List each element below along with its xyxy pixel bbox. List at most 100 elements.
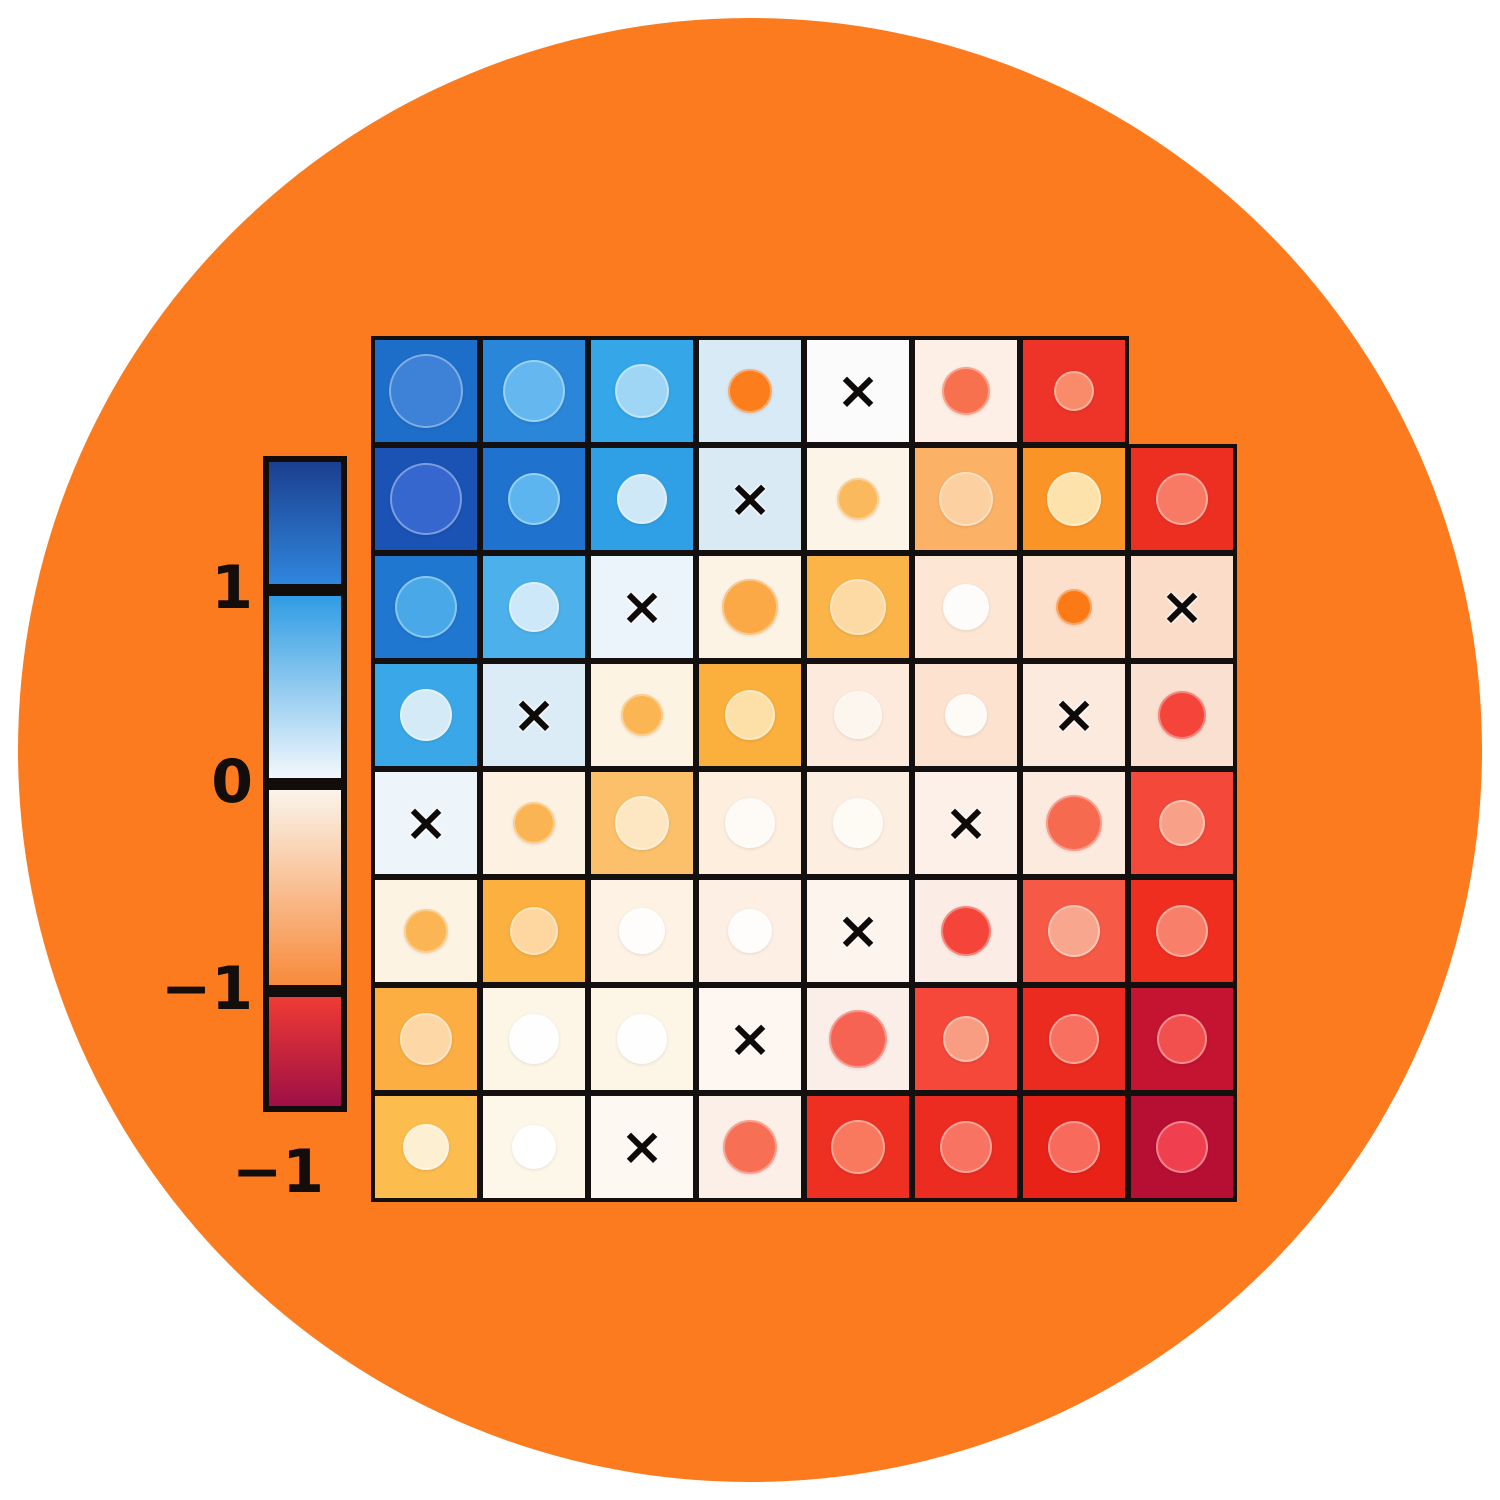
heatmap-cell-r3-c5[interactable] — [803, 552, 913, 662]
heatmap-cell-r1-c2[interactable] — [479, 336, 589, 446]
heatmap-cell-r5-c1[interactable]: × — [371, 768, 481, 878]
cell-value-dot — [510, 907, 558, 955]
heatmap-cell-r5-c5[interactable] — [803, 768, 913, 878]
heatmap-cell-r5-c8[interactable] — [1127, 768, 1237, 878]
cell-value-dot — [943, 584, 989, 630]
heatmap-cell-r8-c4[interactable] — [695, 1092, 805, 1202]
heatmap-cell-r1-c3[interactable] — [587, 336, 697, 446]
cell-value-dot — [513, 802, 555, 844]
heatmap-cell-r7-c3[interactable] — [587, 984, 697, 1094]
heatmap-cell-r1-c4[interactable] — [695, 336, 805, 446]
heatmap-cell-r2-c1[interactable] — [371, 444, 481, 554]
heatmap-cell-r5-c2[interactable] — [479, 768, 589, 878]
heatmap-cell-r3-c8[interactable]: × — [1127, 552, 1237, 662]
colorbar-segment-1 — [263, 456, 347, 591]
heatmap-cell-r4-c8[interactable] — [1127, 660, 1237, 770]
heatmap-cell-r8-c3[interactable]: × — [587, 1092, 697, 1202]
cell-value-dot — [829, 1010, 887, 1068]
masked-cell-x-icon: × — [836, 901, 880, 961]
heatmap-cell-r8-c8[interactable] — [1127, 1092, 1237, 1202]
colorbar — [263, 456, 347, 1112]
heatmap-cell-r1-c1[interactable] — [371, 336, 481, 446]
masked-cell-x-icon: × — [944, 793, 988, 853]
heatmap-cell-r1-c7[interactable] — [1019, 336, 1129, 446]
heatmap-cell-r6-c4[interactable] — [695, 876, 805, 986]
cell-value-dot — [942, 367, 990, 415]
cell-value-dot — [728, 369, 772, 413]
colorbar-bottom-label: −1 — [231, 1137, 325, 1207]
heatmap-cell-r6-c5[interactable]: × — [803, 876, 913, 986]
cell-value-dot — [1156, 1121, 1208, 1173]
cell-value-dot — [723, 1120, 777, 1174]
heatmap-cell-r3-c3[interactable]: × — [587, 552, 697, 662]
heatmap-cell-r4-c1[interactable] — [371, 660, 481, 770]
heatmap-cell-r6-c7[interactable] — [1019, 876, 1129, 986]
cell-value-dot — [837, 478, 879, 520]
cell-value-dot — [834, 691, 882, 739]
heatmap-cell-r3-c2[interactable] — [479, 552, 589, 662]
heatmap-cell-r2-c6[interactable] — [911, 444, 1021, 554]
cell-value-dot — [1156, 473, 1208, 525]
heatmap-cell-r2-c2[interactable] — [479, 444, 589, 554]
heatmap-cell-r5-c3[interactable] — [587, 768, 697, 878]
heatmap-cell-r2-c4[interactable]: × — [695, 444, 805, 554]
cell-value-dot — [615, 796, 669, 850]
heatmap-cell-r4-c2[interactable]: × — [479, 660, 589, 770]
cell-value-dot — [621, 694, 663, 736]
heatmap-row: × — [371, 336, 1129, 446]
heatmap-cell-r2-c3[interactable] — [587, 444, 697, 554]
cell-value-dot — [939, 472, 993, 526]
heatmap-cell-r6-c3[interactable] — [587, 876, 697, 986]
heatmap-cell-r2-c5[interactable] — [803, 444, 913, 554]
masked-cell-x-icon: × — [512, 685, 556, 745]
cell-value-dot — [395, 576, 457, 638]
heatmap-cell-r1-c6[interactable] — [911, 336, 1021, 446]
colorbar-segment-3 — [263, 784, 347, 991]
cell-value-dot — [400, 1013, 452, 1065]
heatmap-cell-r7-c8[interactable] — [1127, 984, 1237, 1094]
heatmap-cell-r6-c2[interactable] — [479, 876, 589, 986]
heatmap-cell-r1-c5[interactable]: × — [803, 336, 913, 446]
heatmap-row: × × — [371, 768, 1237, 878]
heatmap-cell-r7-c6[interactable] — [911, 984, 1021, 1094]
heatmap-cell-r3-c1[interactable] — [371, 552, 481, 662]
heatmap-cell-r8-c2[interactable] — [479, 1092, 589, 1202]
heatmap-cell-r7-c7[interactable] — [1019, 984, 1129, 1094]
heatmap-cell-r4-c5[interactable] — [803, 660, 913, 770]
masked-cell-x-icon: × — [620, 577, 664, 637]
heatmap-cell-r5-c6[interactable]: × — [911, 768, 1021, 878]
heatmap-cell-r5-c4[interactable] — [695, 768, 805, 878]
heatmap-cell-r4-c6[interactable] — [911, 660, 1021, 770]
heatmap-cell-r8-c1[interactable] — [371, 1092, 481, 1202]
heatmap-cell-r7-c2[interactable] — [479, 984, 589, 1094]
cell-value-dot — [941, 906, 991, 956]
heatmap-cell-r3-c4[interactable] — [695, 552, 805, 662]
masked-cell-x-icon: × — [404, 793, 448, 853]
heatmap-cell-r2-c7[interactable] — [1019, 444, 1129, 554]
cell-value-dot — [617, 474, 667, 524]
heatmap-cell-r4-c3[interactable] — [587, 660, 697, 770]
cell-value-dot — [831, 1120, 885, 1174]
heatmap-cell-r8-c5[interactable] — [803, 1092, 913, 1202]
heatmap-cell-r4-c4[interactable] — [695, 660, 805, 770]
cell-value-dot — [943, 1016, 989, 1062]
heatmap-cell-r2-c8[interactable] — [1127, 444, 1237, 554]
heatmap-cell-r7-c4[interactable]: × — [695, 984, 805, 1094]
heatmap-cell-r7-c1[interactable] — [371, 984, 481, 1094]
heatmap-cell-r8-c7[interactable] — [1019, 1092, 1129, 1202]
heatmap-cell-r6-c8[interactable] — [1127, 876, 1237, 986]
cell-value-dot — [390, 463, 462, 535]
cell-value-dot — [1156, 905, 1208, 957]
heatmap-cell-r8-c6[interactable] — [911, 1092, 1021, 1202]
cell-value-dot — [1159, 800, 1205, 846]
heatmap-cell-r7-c5[interactable] — [803, 984, 913, 1094]
heatmap-cell-r3-c7[interactable] — [1019, 552, 1129, 662]
heatmap-cell-r6-c1[interactable] — [371, 876, 481, 986]
heatmap-cell-r3-c6[interactable] — [911, 552, 1021, 662]
heatmap-row: × — [371, 1092, 1237, 1202]
heatmap-cell-r5-c7[interactable] — [1019, 768, 1129, 878]
heatmap-cell-r6-c6[interactable] — [911, 876, 1021, 986]
cell-value-dot — [619, 908, 665, 954]
cell-value-dot — [403, 1124, 449, 1170]
heatmap-cell-r4-c7[interactable]: × — [1019, 660, 1129, 770]
